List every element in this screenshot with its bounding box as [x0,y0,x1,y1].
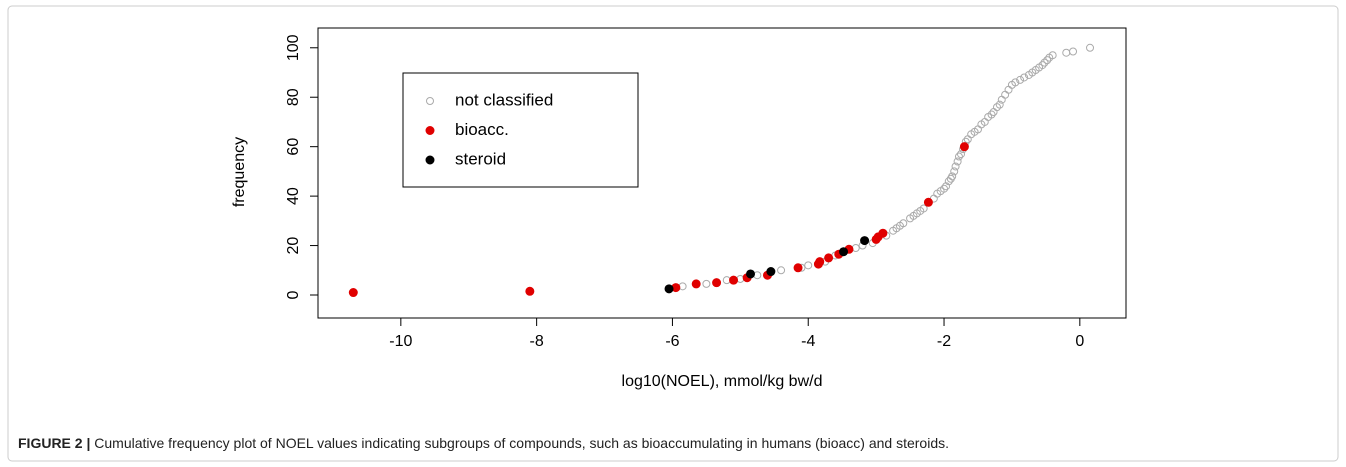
point [824,253,834,263]
point [525,286,535,296]
caption-text: Cumulative frequency plot of NOEL values… [94,435,949,451]
point [1048,51,1057,60]
point [953,157,962,166]
point [987,110,996,119]
point [899,219,908,228]
point [1011,78,1020,87]
point [995,100,1004,109]
x-tick-label: -10 [389,333,412,350]
y-tick-label: 80 [285,88,302,106]
y-axis-label: frequency [231,137,248,207]
point [954,152,963,161]
x-tick-label: 0 [1075,333,1084,350]
point [878,228,888,238]
point [1016,75,1025,84]
caption: FIGURE 2 | Cumulative frequency plot of … [18,435,949,451]
x-tick-label: -4 [801,333,815,350]
plot-frame [317,27,1127,319]
point [766,267,776,277]
point [815,257,825,267]
point [736,274,745,283]
x-axis-label: log10(NOEL), mmol/kg bw/d [622,373,823,390]
y-tick-label: 60 [285,138,302,156]
point [1069,47,1078,56]
point [1062,48,1071,57]
y-tick-label: 20 [285,237,302,255]
point [1038,61,1047,70]
point [992,103,1001,112]
point [851,244,860,253]
legend-box [402,72,639,188]
point [712,278,722,288]
point [957,150,966,159]
point [664,284,674,294]
point [948,172,957,181]
y-tick-label: 40 [285,187,302,205]
legend-label: bioacc. [455,120,509,139]
y-tick-label: 0 [285,290,302,299]
point [753,271,762,280]
point [702,279,711,288]
point [860,236,870,246]
point [1043,56,1052,65]
point [1086,43,1095,52]
y-tick-label: 100 [285,34,302,61]
x-tick-label: -6 [665,333,679,350]
point [1001,90,1010,99]
point [804,261,813,270]
point [777,266,786,275]
caption-label: FIGURE 2 | [18,435,90,451]
point [839,247,849,257]
legend-label: not classified [455,90,553,109]
legend-label: steroid [455,149,506,168]
x-tick-label: -8 [530,333,544,350]
point [923,197,933,207]
point [678,282,687,291]
point [940,184,949,193]
point [942,182,951,191]
x-tick-label: -2 [937,333,951,350]
point [691,279,701,289]
point [919,204,928,213]
point [1040,58,1049,67]
point [1020,73,1029,82]
point [950,167,959,176]
point [729,275,739,285]
point [793,263,803,273]
point [746,269,756,279]
point [959,142,969,152]
point [1004,85,1013,94]
legend-marker [426,97,434,105]
point [348,288,358,298]
legend-marker [425,126,435,135]
legend-marker [425,155,435,165]
figure-frame [7,5,1339,462]
point [951,162,960,171]
